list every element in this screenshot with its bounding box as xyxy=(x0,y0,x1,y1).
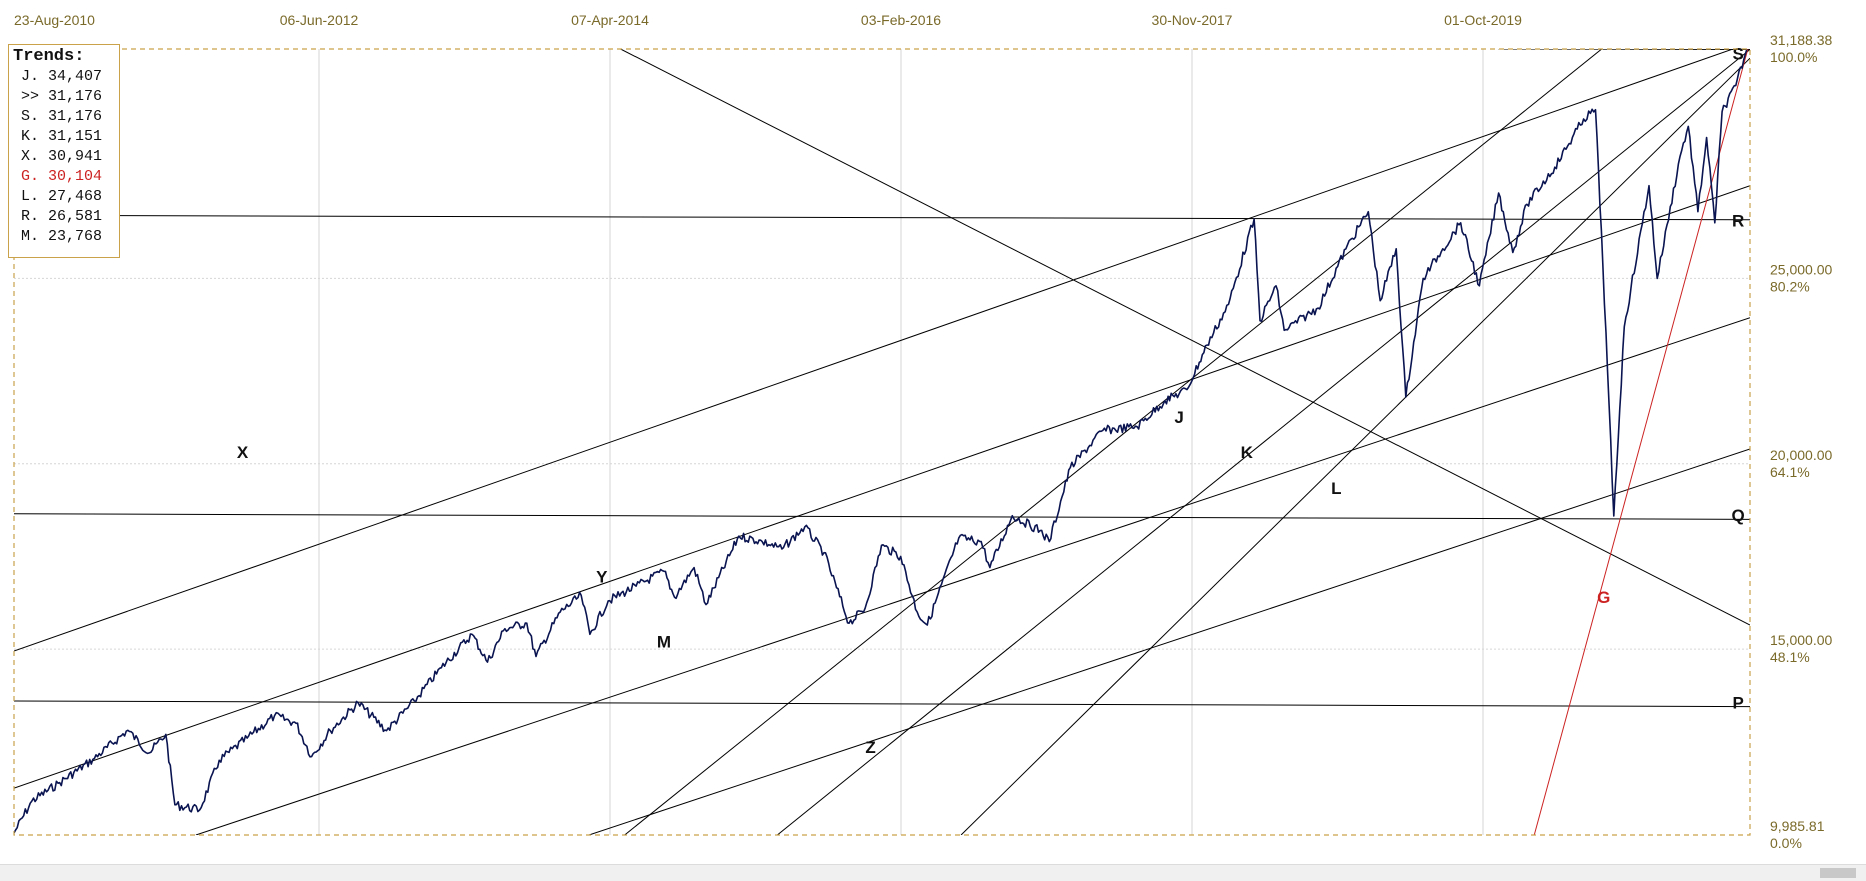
x-tick-label: 30-Nov-2017 xyxy=(1152,12,1233,28)
y-tick-value: 31,188.38 xyxy=(1770,32,1832,48)
trend-label-q: Q xyxy=(1731,506,1744,525)
legend-item: M. 23,768 xyxy=(13,227,115,247)
legend-item: >> 31,176 xyxy=(13,87,115,107)
trend-label-m: M xyxy=(657,632,671,651)
trend-label-r: R xyxy=(1732,212,1744,231)
trend-line-z xyxy=(589,449,1750,835)
trend-line-labels: X Y M Z J K L G S R Q P xyxy=(237,45,1745,757)
y-tick-percent: 64.1% xyxy=(1770,464,1810,480)
x-tick-label: 06-Jun-2012 xyxy=(280,12,359,28)
x-axis-ticks: 23-Aug-2010 06-Jun-2012 07-Apr-2014 03-Feb-… xyxy=(14,12,1522,28)
trend-line xyxy=(621,49,1750,625)
trend-label-l: L xyxy=(1331,479,1341,498)
trend-line-y xyxy=(14,186,1750,788)
y-tick-percent: 80.2% xyxy=(1770,278,1810,294)
legend-item: G. 30,104 xyxy=(13,167,115,187)
y-tick-value: 15,000.00 xyxy=(1770,632,1832,648)
trend-line-p xyxy=(14,701,1750,707)
legend-title: Trends: xyxy=(13,47,115,67)
trend-label-g: G xyxy=(1597,588,1610,607)
price-series xyxy=(14,49,1747,833)
horizontal-scrollbar[interactable] xyxy=(0,864,1866,881)
trend-line-l xyxy=(961,58,1750,835)
legend-item: L. 27,468 xyxy=(13,187,115,207)
x-tick-label: 07-Apr-2014 xyxy=(571,12,649,28)
x-tick-label: 03-Feb-2016 xyxy=(861,12,941,28)
trend-label-y: Y xyxy=(596,567,608,586)
x-tick-label: 01-Oct-2019 xyxy=(1444,12,1522,28)
trend-label-x: X xyxy=(237,443,249,462)
trend-line-m xyxy=(196,318,1750,835)
legend-item: S. 31,176 xyxy=(13,107,115,127)
legend-item: R. 26,581 xyxy=(13,207,115,227)
y-tick-percent: 48.1% xyxy=(1770,649,1810,665)
trend-line-x xyxy=(14,43,1750,651)
trend-line-r xyxy=(14,215,1750,219)
scrollbar-thumb[interactable] xyxy=(1820,868,1856,878)
trend-line-k xyxy=(777,49,1750,835)
trend-label-z: Z xyxy=(865,738,875,757)
x-tick-label: 23-Aug-2010 xyxy=(14,12,95,28)
y-tick-percent: 0.0% xyxy=(1770,835,1802,851)
trend-lines xyxy=(14,0,1750,835)
price-line xyxy=(14,49,1747,833)
trend-line-q xyxy=(14,514,1750,520)
trend-label-s: S xyxy=(1732,45,1743,64)
y-tick-value: 25,000.00 xyxy=(1770,261,1832,277)
y-tick-percent: 100.0% xyxy=(1770,49,1817,65)
legend-item: K. 31,151 xyxy=(13,127,115,147)
trend-label-p: P xyxy=(1732,693,1743,712)
trend-line-g xyxy=(1534,41,1750,835)
legend-item: X. 30,941 xyxy=(13,147,115,167)
y-tick-value: 20,000.00 xyxy=(1770,447,1832,463)
trend-label-j: J xyxy=(1174,408,1183,427)
legend-item: J. 34,407 xyxy=(13,67,115,87)
trend-label-k: K xyxy=(1241,443,1254,462)
y-tick-value: 9,985.81 xyxy=(1770,818,1825,834)
